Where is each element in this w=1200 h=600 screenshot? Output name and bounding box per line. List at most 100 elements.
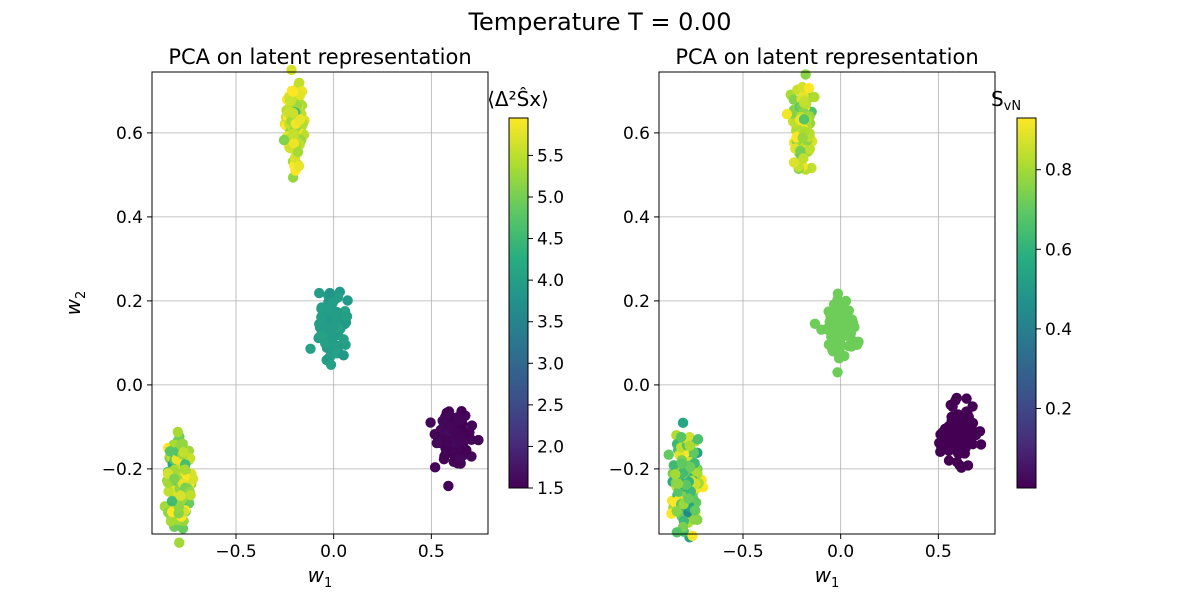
y-tick-label: −0.2: [102, 460, 143, 480]
scatter-point: [677, 417, 689, 429]
scatter-point: [443, 480, 454, 492]
scatter-point: [164, 446, 176, 457]
scatter-point: [174, 537, 185, 548]
y-tick-label: 0.0: [623, 376, 650, 396]
scatter-point: [316, 311, 327, 323]
scatter-point: [316, 330, 327, 341]
scatter-point: [788, 94, 799, 105]
scatter-point: [798, 153, 809, 164]
scatter-point: [680, 479, 692, 491]
y-tick-label: 0.6: [623, 124, 650, 144]
x-tick-label: 0.0: [827, 542, 854, 562]
scatter-point: [445, 422, 456, 433]
scatter-point: [179, 464, 191, 475]
colorbar-tick-label: 0.8: [1045, 161, 1072, 181]
scatter-point: [799, 96, 810, 107]
colorbar-tick-label: 3.5: [537, 313, 564, 333]
scatter-point: [961, 393, 972, 404]
scatter-point: [324, 287, 335, 299]
scatter-point: [692, 434, 704, 445]
scatter-point: [800, 69, 811, 80]
scatter-point: [951, 392, 962, 404]
axes-frame: [658, 71, 996, 535]
scatter-point: [286, 64, 297, 76]
scatter-point: [832, 288, 844, 299]
figure-suptitle: Temperature T = 0.00: [467, 8, 731, 36]
scatter-point: [466, 420, 478, 431]
scatter-point: [185, 490, 196, 501]
x-tick-label: 0.0: [320, 542, 347, 562]
y-tick-label: 0.4: [623, 208, 650, 228]
scatter-point: [684, 461, 696, 473]
scatter-point: [338, 350, 349, 361]
scatter-point: [967, 417, 979, 429]
scatter-point: [843, 340, 854, 352]
scatter-point: [285, 95, 297, 107]
y-axis-label: w2: [61, 291, 89, 316]
y-tick-label: 0.4: [116, 208, 143, 228]
axes-frame: [151, 71, 489, 535]
colorbar-tick-label: 5.0: [537, 188, 564, 208]
colorbar-tick-label: 2.0: [537, 437, 564, 457]
scatter-point: [970, 429, 982, 441]
scatter-point: [851, 339, 863, 350]
scatter-point: [314, 287, 325, 299]
scatter-point: [441, 435, 453, 447]
scatter-point: [673, 486, 684, 498]
scatter-point: [684, 440, 695, 452]
scatter-point: [833, 298, 845, 309]
y-tick-label: −0.2: [609, 460, 650, 480]
axes-title: PCA on latent representation: [675, 45, 978, 69]
scatter-point: [324, 305, 336, 317]
scatter-point: [431, 437, 442, 449]
scatter-point: [804, 143, 816, 155]
scatter-point: [689, 514, 700, 525]
scatter-point: [937, 432, 948, 443]
scatter-point: [325, 359, 337, 370]
scatter-point: [316, 302, 327, 313]
scatter-point: [797, 132, 808, 144]
scatter-point: [425, 417, 436, 428]
scatter-point: [292, 146, 304, 158]
scatter-point: [670, 469, 681, 480]
scatter-point: [683, 493, 694, 504]
scatter-point: [342, 295, 353, 306]
scatter-point: [332, 309, 343, 320]
scatter-point: [687, 530, 698, 541]
scatter-point: [320, 338, 331, 349]
scatter-point: [338, 334, 349, 345]
y-tick-label: 0.2: [623, 292, 650, 312]
scatter-point: [673, 478, 684, 489]
scatter-point: [798, 114, 810, 125]
scatter-point: [837, 329, 849, 340]
colorbar-label: SvN: [991, 87, 1021, 114]
y-tick-label: 0.6: [116, 124, 143, 144]
scatter-panel-right: −0.5 0.0 0.5 −0.2 0.0 0.2 0.4 0.6 PCA on latent …: [609, 45, 1072, 591]
colorbar: [1016, 117, 1037, 489]
scatter-point: [461, 444, 472, 456]
scatter-point: [809, 91, 820, 103]
scatter-point: [293, 160, 305, 172]
scatter-point: [295, 114, 306, 125]
scatter-point: [163, 486, 174, 497]
colorbar-tick-label: 0.6: [1045, 240, 1072, 260]
x-axis-label: w1: [815, 563, 840, 591]
scatter-point: [437, 415, 448, 426]
colorbar-tick-label: 4.5: [537, 230, 564, 250]
x-tick-label: 0.5: [418, 542, 445, 562]
scatter-point: [169, 473, 180, 484]
y-tick-label: 0.0: [116, 376, 143, 396]
colorbar: [508, 117, 529, 489]
scatter-point: [328, 320, 339, 332]
scatter-point: [287, 86, 299, 97]
scatter-point: [833, 353, 845, 364]
x-tick-label: 0.5: [925, 542, 952, 562]
scatter-point: [454, 435, 465, 447]
scatter-point: [975, 439, 987, 450]
scatter-point: [840, 317, 852, 328]
scatter-point: [832, 367, 843, 378]
scatter-point: [166, 496, 178, 507]
scatter-point: [849, 321, 860, 333]
scatter-point: [947, 401, 958, 412]
